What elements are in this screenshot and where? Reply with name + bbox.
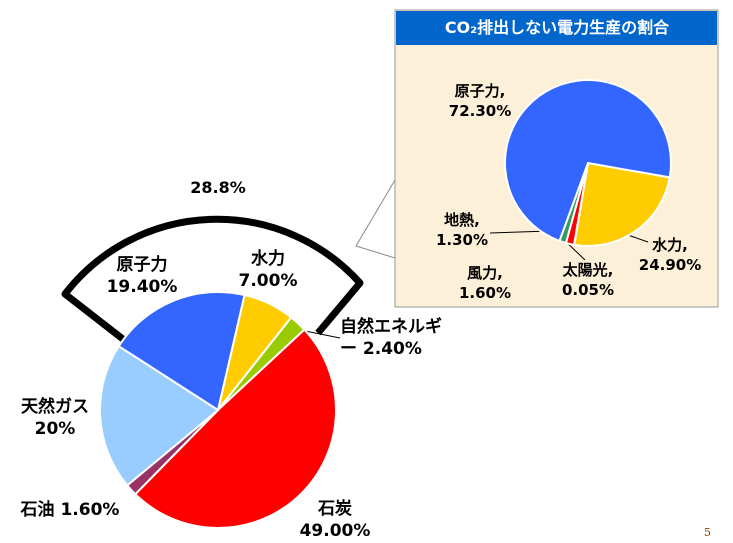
pie-slice (99, 344, 220, 487)
data-label: 水力, 24.90% (639, 235, 701, 275)
category-name: 原子力 (116, 255, 168, 275)
pie-slice (573, 161, 671, 247)
value-label: 72.30% (448, 102, 512, 120)
data-label: 水力 7.00% (239, 248, 298, 292)
category-name: 水力 (250, 249, 285, 269)
pie-slice (504, 79, 672, 243)
data-label: 石油 1.60% (21, 499, 120, 521)
category-name: 地熱 (444, 211, 475, 229)
separator: , (682, 236, 688, 254)
pie-slice (133, 328, 337, 529)
inset-title-bar (396, 11, 717, 45)
separator: , (497, 264, 503, 282)
inset-title: CO₂排出しない電力生産の割合 (444, 18, 670, 37)
value-label: 1.30% (435, 231, 489, 249)
value-label: 2.40% (362, 339, 422, 359)
data-label: 太陽光, 0.05% (562, 260, 614, 300)
callout-line (355, 179, 396, 259)
pie-slice (117, 291, 246, 412)
category-name: 天然ガス (21, 397, 89, 417)
category-name: 太陽光 (562, 261, 608, 279)
category-name: 風力 (467, 264, 498, 282)
value-label: 0.05% (561, 281, 615, 299)
value-label: 24.90% (638, 256, 702, 274)
data-label: 石炭 49.00% (300, 498, 371, 542)
value-label: 7.00% (238, 271, 298, 291)
data-label: 天然ガス 20% (21, 396, 89, 440)
data-label: 原子力, 72.30% (449, 81, 511, 121)
category-name: 石油 (20, 500, 55, 520)
separator: , (474, 211, 480, 229)
data-label: 自然エネルギー 2.40% (340, 316, 450, 360)
category-name: 水力 (652, 236, 683, 254)
value-label: 20% (34, 419, 76, 439)
annotation: 28.8% (190, 178, 246, 197)
bracket (61, 215, 364, 346)
value-label: 1.60% (60, 500, 120, 520)
value-label: 49.00% (299, 521, 371, 541)
value-label: 1.60% (458, 284, 512, 302)
separator: , (607, 261, 614, 279)
data-label: 原子力 19.40% (107, 254, 178, 298)
separator: , (499, 82, 506, 100)
slide-number: 5 (704, 526, 711, 539)
category-name: 原子力 (454, 82, 500, 100)
data-label: 風力, 1.60% (459, 263, 511, 303)
category-name: 石炭 (318, 499, 352, 519)
data-label: 地熱, 1.30% (436, 210, 488, 250)
value-label: 19.40% (106, 277, 178, 297)
category-name: 自然エネルギー (340, 317, 442, 359)
